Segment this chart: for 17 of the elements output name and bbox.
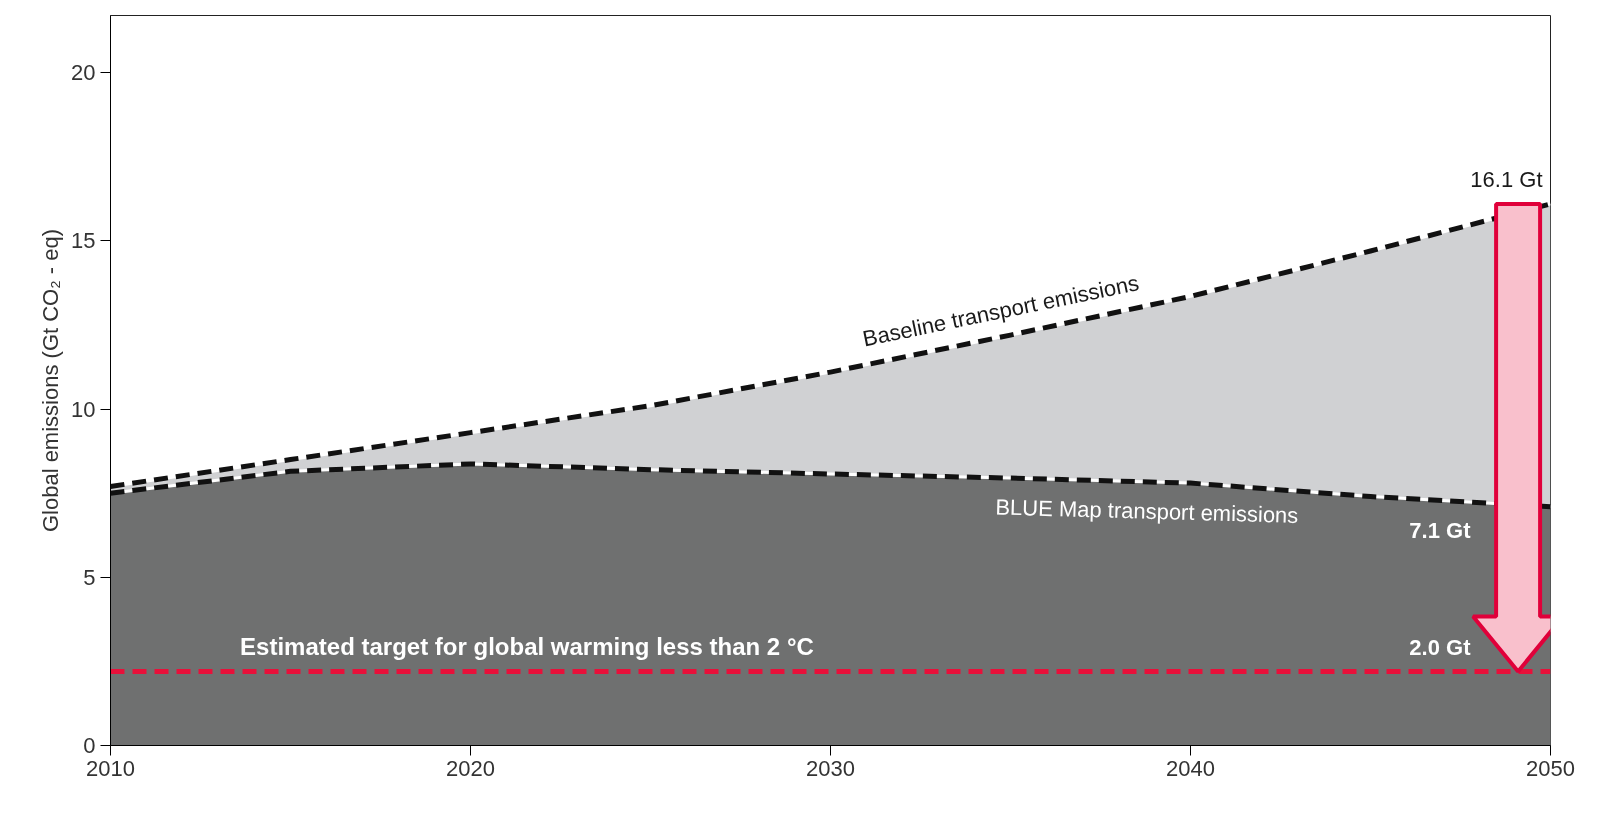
- ref-line-label: Estimated target for global warming less than 2 °C: [240, 632, 814, 660]
- x-tick-label: 2040: [1166, 755, 1215, 781]
- y-axis-title: Global emissions (Gt CO₂ - eq): [38, 228, 64, 533]
- y-tick-label: 5: [83, 564, 96, 590]
- text: Baseline transport emissions: [860, 270, 1142, 352]
- x-tick-label: 2050: [1526, 755, 1575, 781]
- x-tick-label: 2010: [86, 755, 135, 781]
- annotation: 7.1 Gt: [1409, 518, 1472, 544]
- annotation: 16.1 Gt: [1470, 167, 1543, 193]
- y-tick-label: 10: [71, 396, 96, 422]
- x-tick-label: 2020: [446, 755, 495, 781]
- y-tick-label: 0: [83, 733, 96, 758]
- series-label: BLUE Map transport emissions: [995, 494, 1299, 528]
- x-tick-label: 2030: [806, 755, 855, 781]
- y-tick-label: 15: [71, 228, 96, 254]
- y-tick-label: 20: [71, 60, 96, 86]
- annotation: 2.0 Gt: [1409, 634, 1472, 660]
